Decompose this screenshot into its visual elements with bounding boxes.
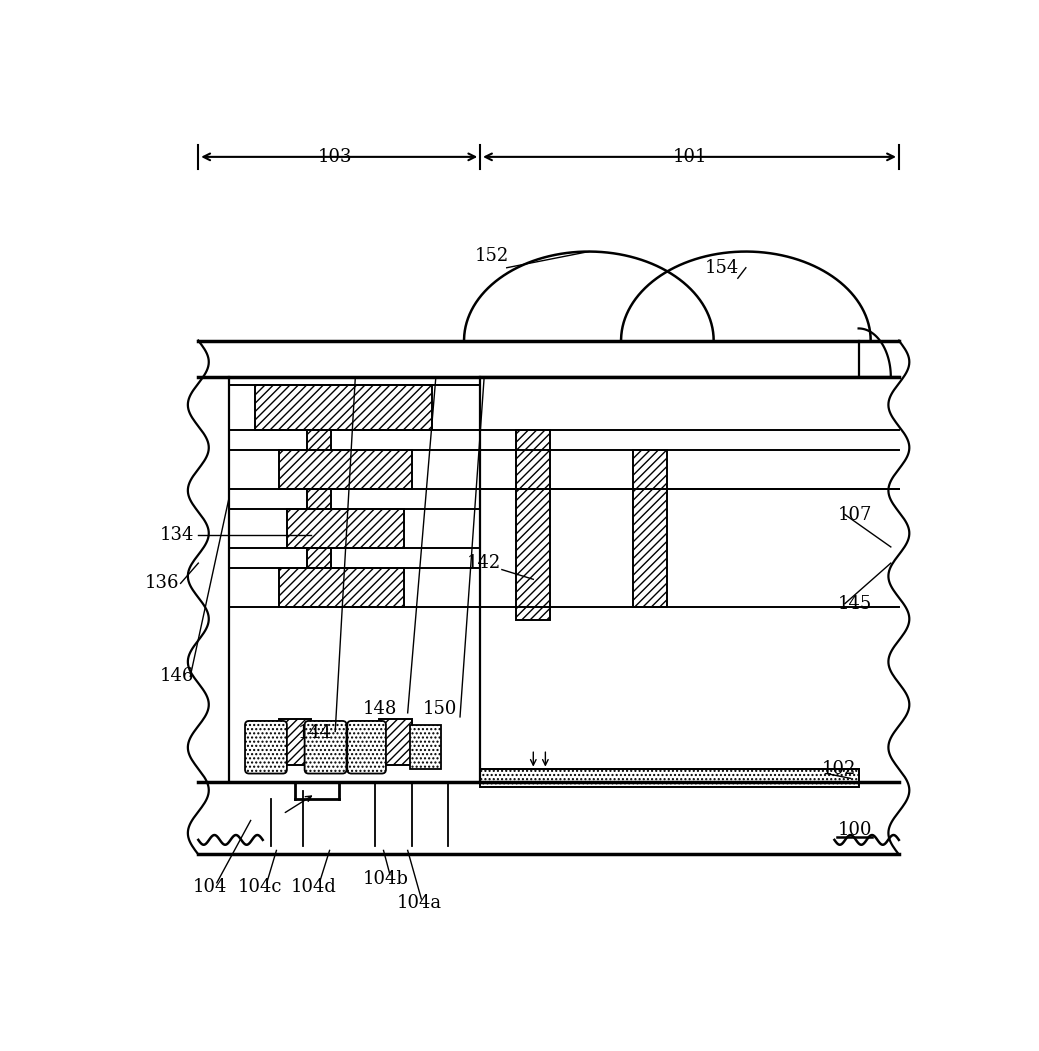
Text: 144: 144 bbox=[298, 724, 332, 742]
Bar bbox=[379, 719, 411, 765]
FancyBboxPatch shape bbox=[245, 721, 287, 774]
Text: 104d: 104d bbox=[291, 878, 337, 895]
Text: 136: 136 bbox=[144, 574, 180, 593]
Text: 148: 148 bbox=[363, 700, 397, 718]
Text: 154: 154 bbox=[704, 259, 739, 276]
Text: 101: 101 bbox=[672, 148, 707, 166]
Bar bbox=[308, 548, 331, 568]
Bar bbox=[278, 719, 311, 765]
Bar bbox=[480, 769, 858, 787]
Text: 104: 104 bbox=[193, 878, 228, 895]
Text: 145: 145 bbox=[837, 595, 872, 613]
Text: 134: 134 bbox=[159, 526, 193, 543]
Bar bbox=[308, 430, 331, 450]
Text: 150: 150 bbox=[423, 700, 457, 718]
Text: 107: 107 bbox=[837, 506, 872, 523]
Text: 104a: 104a bbox=[397, 894, 443, 912]
Bar bbox=[633, 450, 667, 606]
FancyBboxPatch shape bbox=[304, 721, 346, 774]
Text: 152: 152 bbox=[475, 247, 509, 265]
Bar bbox=[287, 509, 403, 548]
Bar bbox=[278, 450, 411, 489]
Bar bbox=[308, 489, 331, 509]
Bar bbox=[255, 385, 432, 430]
Bar bbox=[410, 725, 441, 769]
FancyBboxPatch shape bbox=[347, 721, 385, 774]
Text: 104b: 104b bbox=[363, 870, 409, 888]
Text: 102: 102 bbox=[821, 761, 856, 779]
Text: 142: 142 bbox=[468, 554, 501, 572]
Text: 104c: 104c bbox=[238, 878, 283, 895]
Bar bbox=[516, 430, 551, 620]
Text: 100: 100 bbox=[837, 821, 872, 839]
Bar bbox=[278, 568, 403, 606]
Text: 103: 103 bbox=[318, 148, 352, 166]
Text: 146: 146 bbox=[159, 667, 193, 685]
